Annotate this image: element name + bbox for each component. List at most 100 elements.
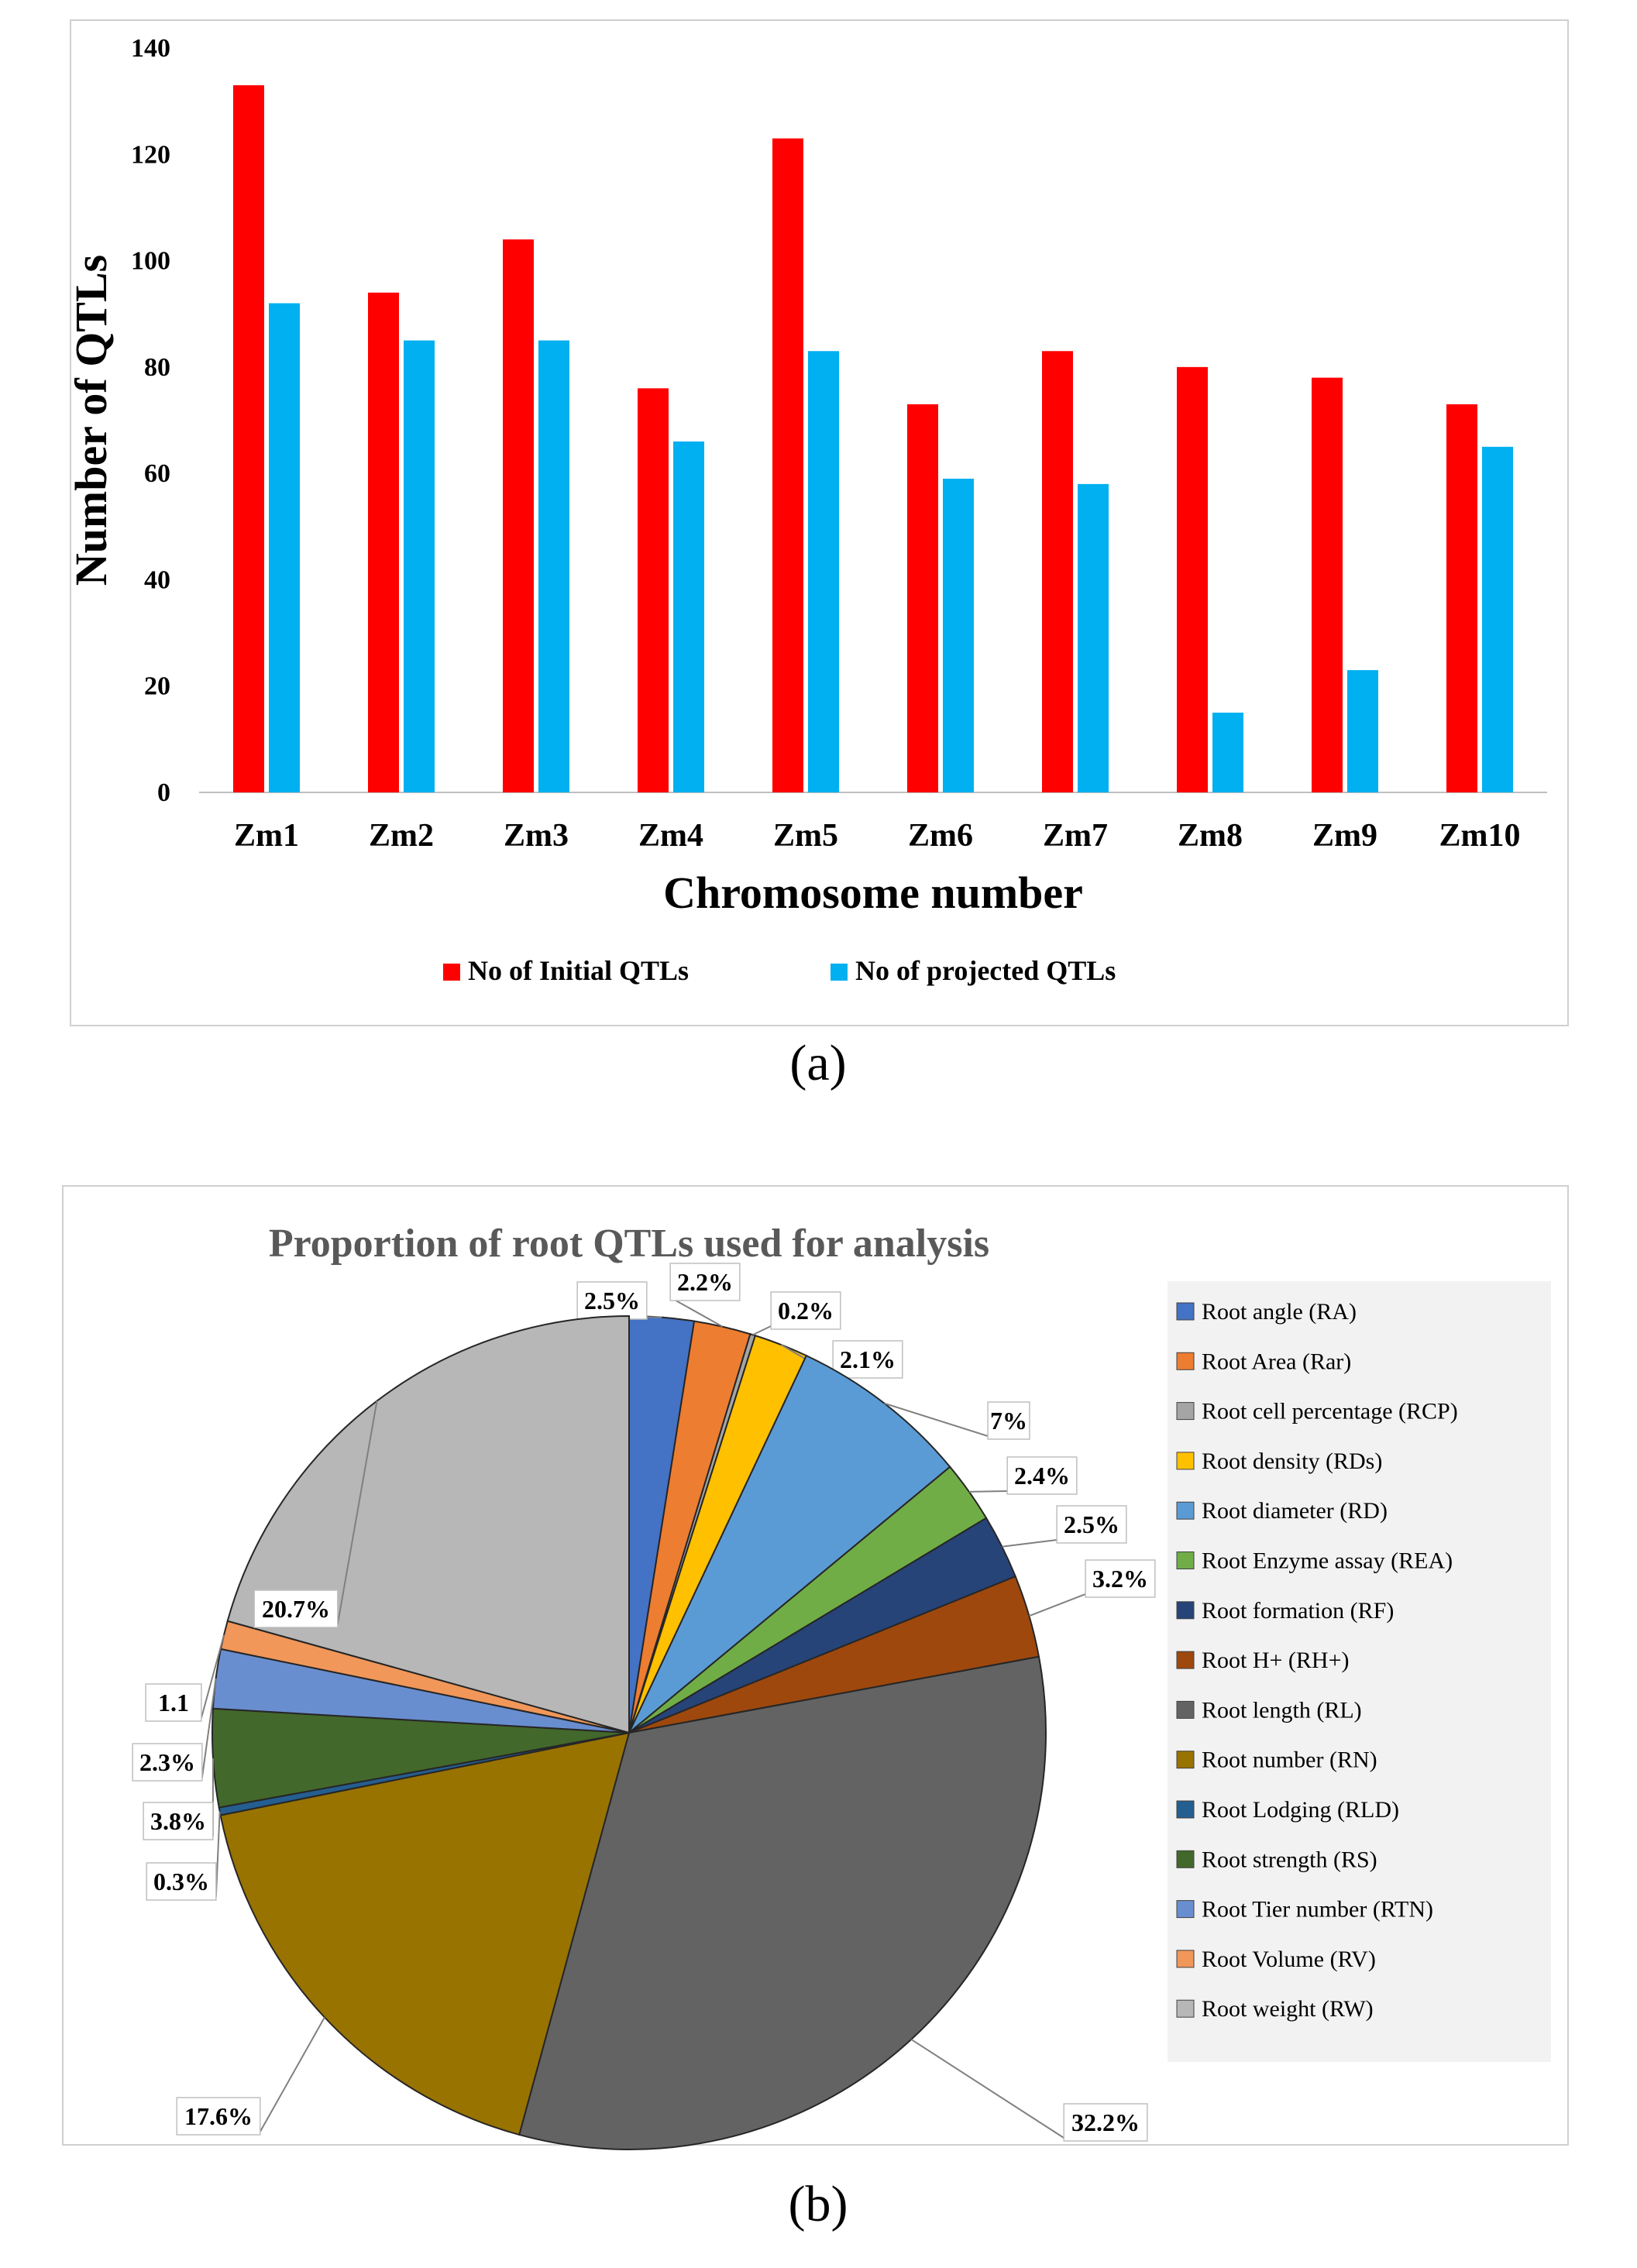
bar-initial-zm4 [638, 388, 669, 792]
data-label-box [987, 1401, 1030, 1440]
legend-label: No of projected QTLs [855, 955, 1116, 986]
leader-line [1002, 1539, 1058, 1548]
bar-chart-panel: 0 20 40 60 80 100 120 140 Zm1 Zm2 Zm3 Zm4 Zm5 Zm6 Zm7 Z… [66, 19, 1569, 1026]
data-label: 2.5% [584, 1287, 640, 1314]
data-label: 3.8% [150, 1807, 206, 1835]
y-tick-label: 140 [131, 34, 170, 63]
bar-initial-zm10 [1446, 404, 1477, 792]
legend-swatch [1176, 1302, 1195, 1321]
caption-a: (a) [789, 1035, 847, 1091]
pie-slice [518, 1655, 1047, 2150]
legend-swatch [1176, 1999, 1195, 2018]
bar-projected-zm8 [1212, 713, 1243, 792]
x-tick-label: Zm2 [369, 818, 434, 854]
data-label-box [770, 1291, 841, 1330]
bar-projected-zm10 [1482, 446, 1513, 792]
legend-label: Root weight (RW) [1202, 1996, 1374, 2022]
data-label: 2.3% [139, 1748, 195, 1776]
bar-projected-zm7 [1078, 483, 1109, 792]
pie-chart: Proportion of root QTLs used for analysi… [132, 1222, 1551, 2150]
bar-projected-zm4 [673, 441, 704, 792]
x-tick-label: Zm8 [1178, 818, 1243, 854]
legend-swatch [1176, 1552, 1195, 1569]
leader-line [752, 1325, 772, 1336]
legend-swatch [831, 964, 848, 981]
data-label-box [832, 1340, 903, 1379]
legend-label: Root diameter (RD) [1202, 1498, 1388, 1524]
pie-title: Proportion of root QTLs used for analysi… [269, 1222, 989, 1266]
bar-initial-zm2 [368, 292, 399, 792]
data-label: 2.1% [840, 1345, 896, 1373]
bar-projected-zm3 [538, 340, 569, 792]
leader-line [215, 1811, 221, 1898]
legend-swatch [1176, 1900, 1195, 1919]
legend-swatch [1176, 1651, 1195, 1669]
data-label: 0.3% [153, 1868, 209, 1895]
data-label: 2.2% [677, 1268, 733, 1296]
bar-projected-zm2 [404, 340, 435, 792]
legend-swatch [1176, 1950, 1195, 1968]
legend-swatch [1176, 1352, 1195, 1370]
y-tick-label: 40 [144, 565, 170, 594]
data-label: 2.4% [1014, 1462, 1070, 1490]
x-tick-label: Zm9 [1312, 818, 1377, 854]
data-label-box [143, 1802, 214, 1840]
leader-line [201, 1678, 217, 1778]
x-tick-label: Zm10 [1439, 818, 1521, 854]
x-axis-title: Chromosome number [663, 868, 1083, 918]
data-label-box [253, 1589, 339, 1628]
y-tick-label: 20 [144, 672, 170, 701]
legend-label: Root number (RN) [1202, 1747, 1377, 1773]
legend-swatch [1176, 1452, 1195, 1470]
data-label: 32.2% [1071, 2108, 1140, 2136]
data-label-box [576, 1281, 648, 1320]
bar-initial-zm1 [233, 85, 264, 793]
bar-initial-zm7 [1042, 351, 1073, 792]
leader-line [669, 1297, 724, 1328]
y-tick-label: 80 [144, 353, 170, 382]
x-tick-label: Zm6 [908, 818, 973, 854]
data-label: 3.2% [1092, 1565, 1148, 1593]
x-tick-label: Zm5 [773, 818, 838, 854]
data-label-box [1085, 1559, 1156, 1598]
bar-initial-zm3 [503, 239, 534, 793]
legend-label: Root Lodging (RLD) [1202, 1797, 1399, 1823]
x-tick-label: Zm4 [638, 818, 703, 854]
legend-box [1168, 1281, 1551, 2062]
pie-slice [628, 1354, 951, 1734]
data-label-box [1063, 2103, 1148, 2142]
bar-initial-zm9 [1312, 377, 1343, 793]
data-label: 17.6% [184, 2102, 253, 2130]
y-tick-label: 100 [131, 247, 170, 276]
bar-projected-zm9 [1347, 670, 1378, 792]
data-label: 20.7% [262, 1595, 330, 1623]
x-tick-label: Zm7 [1043, 818, 1108, 854]
data-label-box [176, 2097, 261, 2136]
data-label-box [1006, 1456, 1078, 1495]
legend-swatch [1176, 1402, 1195, 1421]
y-tick-label: 120 [131, 140, 170, 169]
y-tick-label: 0 [157, 778, 170, 807]
leader-line [884, 1402, 989, 1437]
legend-label: Root Area (Rar) [1202, 1349, 1351, 1374]
legend-label: No of Initial QTLs [468, 955, 689, 986]
legend-swatch [1176, 1700, 1195, 1719]
data-label: 0.2% [778, 1297, 834, 1325]
legend-swatch [1176, 1501, 1195, 1520]
legend-label: Root length (RL) [1202, 1697, 1362, 1723]
legend-label: Root Enzyme assay (REA) [1202, 1548, 1453, 1574]
y-tick-label: 60 [144, 459, 170, 488]
legend-swatch [1176, 1800, 1195, 1819]
pie-slice [219, 1731, 631, 2136]
y-axis-title: Number of QTLs [66, 255, 116, 586]
bar-chart: 0 20 40 60 80 100 120 140 Zm1 Zm2 Zm3 Zm4 Zm5 Zm6 Zm7 Z… [66, 34, 1547, 986]
caption-b: (b) [788, 2176, 848, 2232]
data-label: 2.5% [1064, 1510, 1119, 1538]
leader-line [910, 2039, 1064, 2139]
leader-line [259, 2016, 325, 2132]
bar-projected-zm1 [269, 303, 300, 792]
legend-label: Root strength (RS) [1202, 1847, 1377, 1872]
bar-projected-zm5 [808, 351, 839, 792]
legend-label: Root Volume (RV) [1202, 1947, 1376, 1972]
x-tick-label: Zm3 [504, 818, 569, 854]
